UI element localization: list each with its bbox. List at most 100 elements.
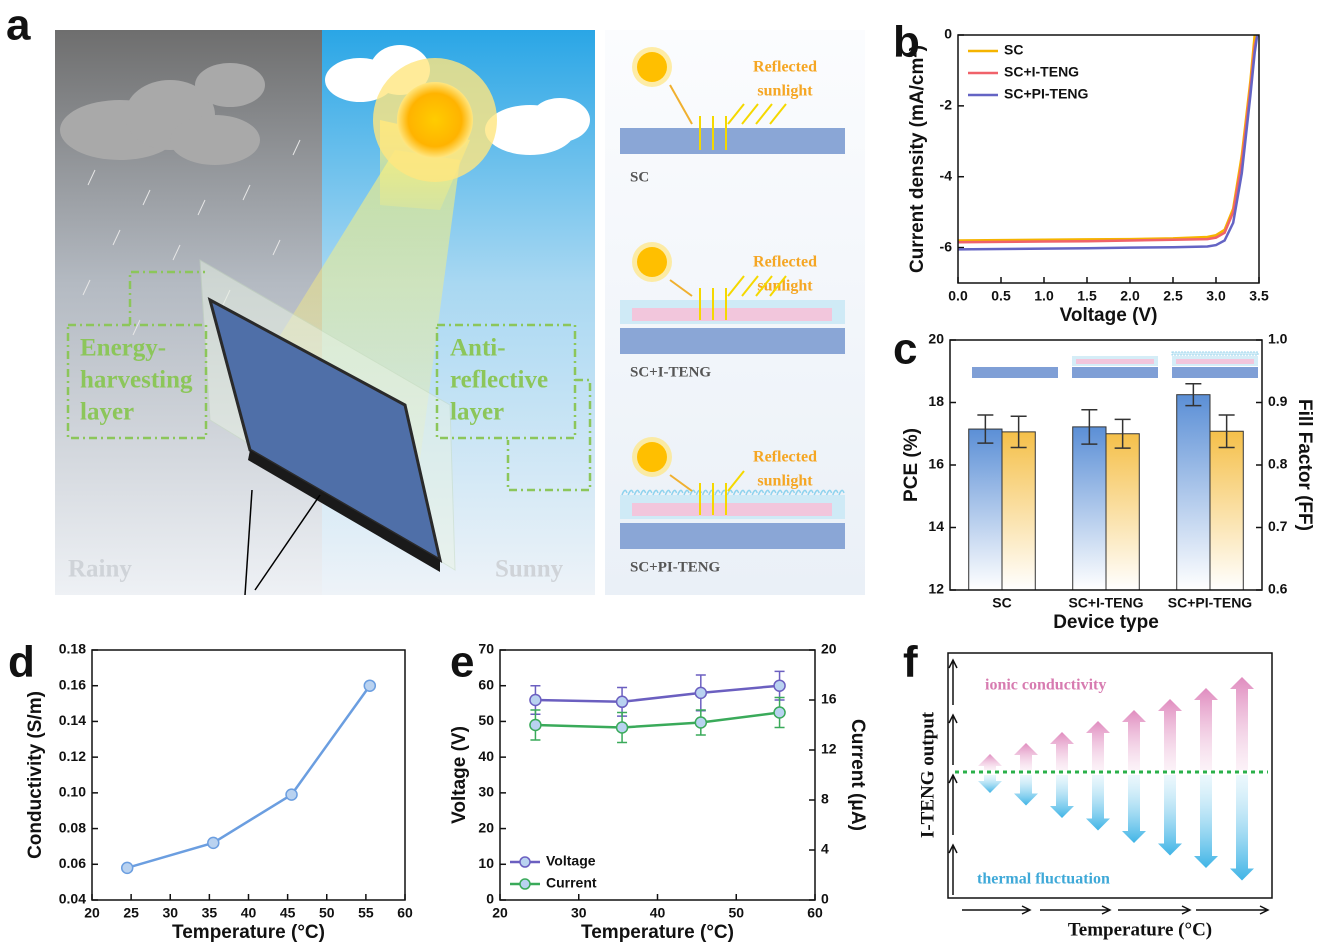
y-tick-label: -4 (940, 167, 953, 183)
microstructure (813, 489, 820, 496)
layer-icons (972, 351, 1259, 378)
sun (637, 247, 667, 277)
up-arrow (1230, 677, 1254, 770)
x-tick-label: 60 (807, 905, 823, 921)
panel-letter: e (450, 638, 474, 687)
panel-edge (248, 450, 440, 572)
device-label: SC+I-TENG (630, 364, 711, 380)
microstructure (757, 489, 765, 496)
y2-tick-label: 20 (821, 641, 837, 657)
layer-label: Energy- (80, 335, 166, 362)
up-arrow (1158, 699, 1182, 770)
reflected-ray (755, 103, 773, 125)
reflected-label: sunlight (757, 278, 813, 295)
y-tick-label: 20 (928, 331, 944, 347)
up-arrow (978, 754, 1002, 770)
y-tick-label: 0 (944, 26, 952, 42)
reflected-label: sunlight (757, 83, 813, 100)
reflected-ray (741, 275, 759, 297)
sun (397, 82, 473, 158)
data-line (957, 34, 1256, 242)
y2-tick-label: 1.0 (1268, 331, 1288, 347)
y2-tick-label: 16 (821, 691, 837, 707)
data-point (529, 693, 542, 707)
sun (637, 52, 667, 82)
x-tick-label: 50 (728, 905, 744, 921)
x-axis-label: Device type (1053, 612, 1159, 633)
panel-letter: f (903, 638, 918, 687)
x-tick-label: 0.0 (948, 288, 968, 304)
y2-tick-label: 0.6 (1268, 581, 1288, 597)
plot-frame (949, 339, 1263, 591)
incident-ray (669, 84, 693, 125)
up-arrow (1086, 721, 1110, 770)
y-tick-label: 60 (478, 676, 494, 692)
layer-label: Anti- (450, 335, 506, 362)
microstructure (658, 489, 665, 496)
layer-label: reflective (450, 367, 548, 394)
y-axis-label: PCE (%) (901, 428, 922, 502)
y-axis-label: Voltage (V) (449, 726, 470, 824)
bar (1105, 433, 1140, 591)
up-arrow (1122, 710, 1146, 770)
data-line (126, 684, 371, 870)
y-arrow (948, 713, 958, 765)
microstructure (689, 489, 696, 496)
layer-label: layer (80, 399, 134, 426)
microstructure (801, 489, 808, 496)
reflected-ray (727, 103, 745, 125)
y-axis-label: Conductivity (S/m) (25, 691, 46, 859)
y-tick-label: 18 (928, 393, 944, 409)
microstructure (745, 489, 752, 496)
y-tick-label: 0.14 (59, 712, 86, 728)
y-tick-label: 0.12 (59, 748, 86, 764)
x-tick-label: 1.0 (1034, 288, 1054, 304)
x-axis-label: Temperature (°C) (172, 922, 325, 943)
x-tick-label: 40 (241, 905, 257, 921)
top-label: ionic conductivity (985, 677, 1106, 694)
error-bar (977, 414, 994, 444)
legend-label: SC+I-TENG (1004, 64, 1079, 80)
x-tick-label: 40 (650, 905, 666, 921)
y2-tick-label: 0 (821, 891, 829, 907)
microstructure (683, 489, 690, 496)
y-tick-label: 20 (478, 819, 494, 835)
x-tick-label: 45 (280, 905, 296, 921)
panel-stand (244, 489, 321, 596)
x-arrow (962, 905, 1032, 915)
y2-tick-label: 12 (821, 741, 837, 757)
x-tick-label: SC+PI-TENG (1168, 595, 1253, 611)
data-point (363, 679, 377, 692)
legend-marker (519, 856, 531, 868)
weather-label: Rainy (68, 556, 132, 583)
down-arrow (1194, 775, 1218, 868)
microstructure (819, 489, 827, 496)
error-bar (1114, 418, 1131, 449)
panel-letter: c (893, 325, 917, 374)
y2-axis-label: Fill Factor (FF) (1294, 399, 1315, 531)
data-point (694, 716, 708, 729)
microstructure (646, 489, 653, 496)
x-tick-label: 20 (492, 905, 508, 921)
y-tick-label: 50 (478, 712, 494, 728)
y-tick-label: 0.10 (59, 784, 86, 800)
down-arrow (1122, 775, 1146, 843)
bar (1072, 426, 1107, 591)
legend-label: Current (546, 875, 597, 891)
panel-letter: a (6, 1, 31, 50)
dashed-frame (66, 270, 592, 492)
x-tick-label: 2.0 (1120, 288, 1140, 304)
x-tick-label: 35 (202, 905, 218, 921)
x-arrow (1040, 905, 1112, 915)
y-tick-label: 40 (478, 748, 494, 764)
reflected-ray (769, 275, 787, 297)
device-label: SC+PI-TENG (630, 559, 721, 575)
reflected-ray (741, 103, 759, 125)
x-tick-label: 3.5 (1249, 288, 1269, 304)
x-tick-label: 0.5 (991, 288, 1011, 304)
microstructure (726, 489, 734, 496)
bar (1176, 394, 1211, 591)
microstructure (782, 489, 789, 496)
down-arrow (1158, 775, 1182, 856)
reflected-ray (727, 470, 745, 492)
